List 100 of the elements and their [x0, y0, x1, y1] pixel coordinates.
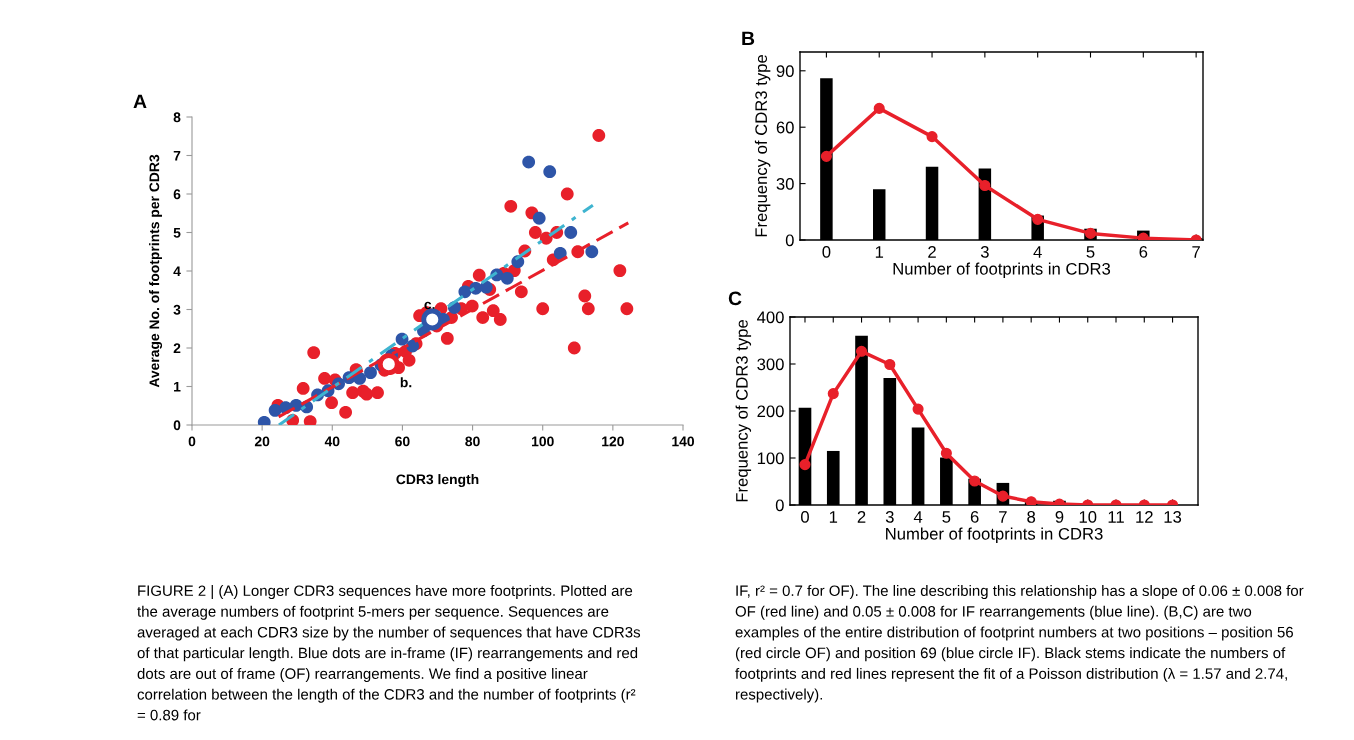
x-tick-label: 0 [801, 511, 809, 523]
y-axis-title: Frequency of CDR3 type [735, 320, 752, 502]
chart-title: C [728, 291, 742, 306]
point [926, 131, 938, 143]
x-axis-title: Number of footprints in CDR3 [886, 527, 1103, 544]
x-tick-label: 1 [829, 511, 838, 523]
y-tick-label: 2 [173, 343, 181, 354]
x-tick-label: 140 [672, 436, 695, 447]
y-tick-label: 4 [173, 266, 181, 277]
point [543, 165, 557, 179]
point [318, 372, 331, 385]
point [564, 226, 578, 239]
y-tick-label: 5 [173, 227, 181, 238]
y-tick-label: 60 [776, 121, 794, 134]
point [421, 308, 444, 331]
x-tick-label: 100 [532, 436, 554, 447]
y-tick-label: 300 [757, 358, 784, 371]
x-tick-label: 9 [1055, 511, 1064, 523]
y-tick-label: 100 [757, 452, 784, 465]
point [1032, 213, 1044, 225]
y-tick-label: 8 [173, 112, 181, 123]
point [553, 246, 567, 260]
x-tick-label: 10 [1079, 511, 1097, 523]
point [873, 102, 885, 114]
point [820, 150, 832, 162]
point [536, 302, 550, 316]
point [364, 366, 377, 380]
point [912, 403, 924, 415]
point [472, 268, 486, 282]
point [402, 353, 416, 367]
annotation: c. [424, 301, 435, 310]
x-tick-label: 5 [942, 511, 951, 523]
point [884, 358, 896, 371]
x-tick-label: 40 [324, 436, 340, 447]
x-tick-label: 11 [1108, 511, 1124, 523]
point [528, 226, 542, 239]
point [479, 280, 493, 294]
x-tick-label: 12 [1136, 511, 1153, 523]
x-tick-label: 5 [1086, 246, 1095, 258]
x-tick-label: 3 [980, 246, 989, 258]
point [458, 285, 472, 299]
y-tick-label: 200 [757, 405, 784, 418]
x-axis-title: CDR3 length [396, 474, 479, 488]
x-tick-label: 7 [1192, 246, 1200, 258]
x-tick-label: 6 [970, 511, 979, 523]
x-tick-label: 8 [1027, 511, 1036, 523]
point [307, 346, 321, 360]
point [346, 386, 360, 400]
point [371, 386, 384, 400]
point [504, 199, 518, 213]
y-tick-label: 7 [173, 150, 181, 161]
point [979, 179, 991, 192]
x-tick-label: 0 [822, 246, 831, 258]
x-tick-label: 3 [885, 511, 894, 523]
chart-title: A [133, 94, 147, 109]
annotation: b. [400, 377, 412, 388]
x-axis-title: Number of footprints in CDR3 [893, 262, 1111, 279]
point [799, 459, 811, 471]
x-tick-label: 4 [1033, 246, 1042, 258]
point [522, 155, 536, 169]
point [440, 331, 454, 345]
x-tick-label: 4 [913, 511, 923, 523]
chart-title: B [742, 31, 755, 46]
point [486, 304, 500, 318]
point [476, 311, 490, 324]
point [325, 396, 338, 410]
point [377, 353, 400, 376]
y-tick-label: 0 [775, 499, 784, 512]
point [592, 129, 606, 142]
point [1025, 496, 1037, 505]
point [940, 447, 952, 459]
y-tick-label: 90 [776, 65, 794, 77]
x-tick-label: 2 [928, 246, 936, 258]
point [360, 387, 374, 401]
x-tick-label: 7 [999, 511, 1007, 523]
point [969, 475, 981, 487]
x-tick-label: 20 [254, 436, 270, 447]
x-tick-label: 0 [188, 436, 196, 447]
point [303, 415, 317, 425]
caption: FIGURE 2 | (A) Longer CDR3 sequences have more footprints. Plotted are the average numbers of footprint 5-mers per sequence. Sequences are averaged at each CDR3 size by the number of sequences that have CDR3s of that particular length. Blue dots are in-frame (IF) rearrangements and red dots are out of frame (OF) rearrangements. We find a positive linear correlation between the length of the CDR3 and the number of footprints (r² = 0.89 for [137, 585, 641, 721]
text: IF, r² = 0.7 for OF). The line describing this relationship has a slope of 0.06 ± 0.008 for OF (red line) and 0.05 ± 0.008 for IF rearrangements (blue line). (B,C) are two examples of the entire distribution of footprint numbers at two positions – position 56 (red circle OF) and position 69 (blue circle IF). Black stems indicate the numbers of footprints and red lines represent the fit of a Poisson distribution (λ = 1.57 and 2.74, respectively). [735, 585, 1304, 703]
x-tick-label: 13 [1164, 511, 1182, 523]
point [613, 264, 627, 278]
point [581, 302, 595, 316]
point [578, 289, 592, 303]
point [567, 341, 581, 355]
y-tick-label: 0 [173, 420, 181, 431]
x-tick-label: 2 [857, 511, 866, 523]
y-tick-label: 400 [757, 311, 784, 324]
x-tick-label: 6 [1139, 246, 1148, 258]
y-tick-label: 0 [785, 234, 794, 247]
y-axis-title: Frequency of CDR3 type [754, 55, 771, 237]
y-tick-label: 30 [776, 178, 794, 190]
point [493, 313, 507, 326]
x-tick-label: 120 [602, 436, 624, 447]
point [855, 345, 868, 357]
point [620, 302, 634, 316]
point [585, 245, 599, 259]
y-tick-label: 6 [173, 189, 181, 200]
point [296, 382, 310, 395]
